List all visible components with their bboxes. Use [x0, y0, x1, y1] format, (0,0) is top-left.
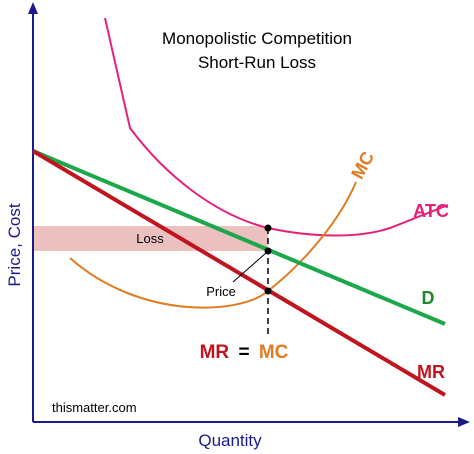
loss-area [33, 226, 268, 251]
atc-label: ATC [413, 201, 449, 221]
mr-line [31, 149, 447, 397]
watermark: thismatter.com [52, 400, 137, 415]
mc-curve [69, 181, 357, 309]
chart-subtitle: Short-Run Loss [198, 53, 316, 72]
equation-op: = [238, 342, 249, 363]
price-pointer [232, 252, 267, 283]
atc-curve [104, 17, 449, 237]
y-axis-label: Price, Cost [5, 203, 24, 286]
mc-label: MC [347, 148, 378, 182]
equation-mr: MR [200, 342, 230, 363]
x-axis-label: Quantity [198, 431, 262, 450]
equation-mc: MC [259, 342, 289, 363]
price-label: Price [206, 284, 236, 299]
chart-title: Monopolistic Competition [162, 29, 352, 48]
d-label: D [422, 288, 435, 308]
mr-mc-equation: MR = MC [200, 342, 289, 363]
y-axis-arrow [28, 2, 38, 14]
price-point [264, 247, 272, 255]
mr-mc-point [264, 287, 272, 295]
mr-label: MR [417, 362, 445, 382]
x-axis-arrow [458, 417, 470, 427]
d-line [32, 149, 446, 326]
atc-point [264, 224, 272, 232]
loss-label: Loss [136, 231, 164, 246]
